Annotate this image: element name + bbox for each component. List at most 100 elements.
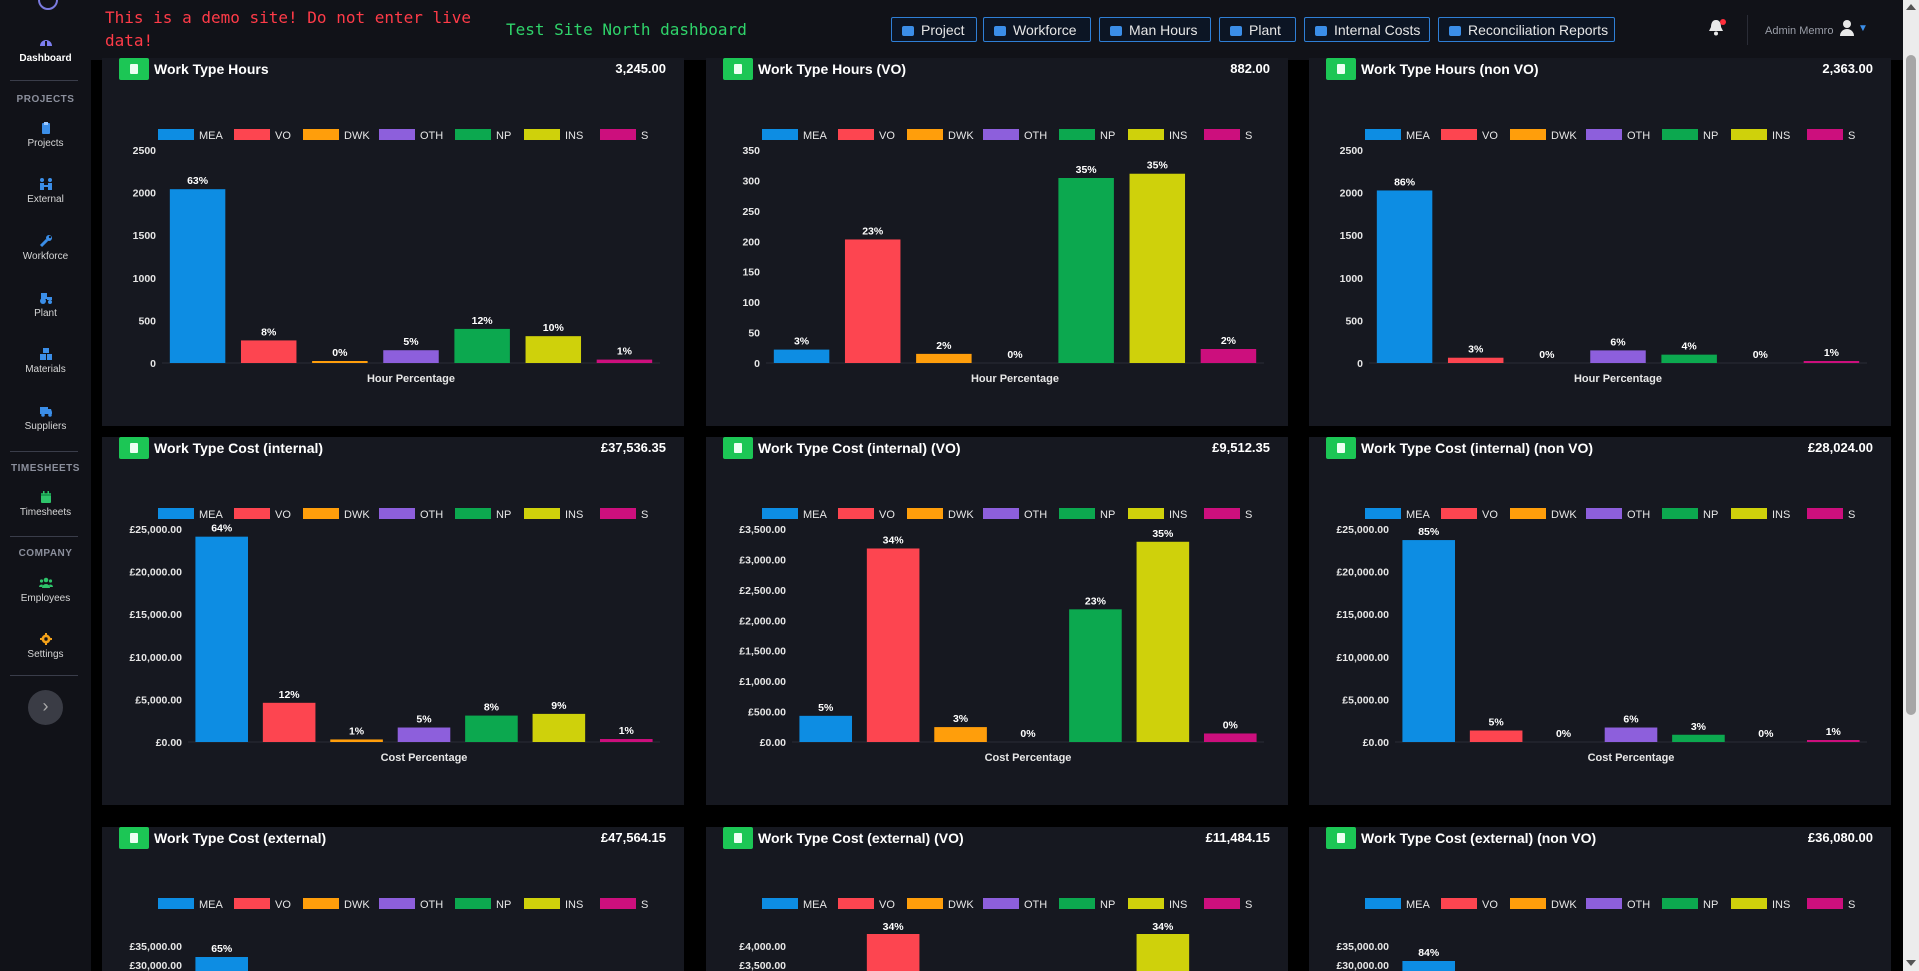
y-tick-label: £35,000.00 — [1336, 941, 1389, 953]
bar-mea — [169, 189, 226, 363]
bar-dwk — [312, 361, 368, 363]
y-tick-label: 0 — [150, 358, 156, 370]
scroll-up-arrow[interactable] — [1906, 4, 1916, 10]
legend-item: MEA — [762, 129, 828, 142]
sidebar-item-materials[interactable]: Materials — [0, 347, 91, 375]
bar-dwk — [916, 353, 972, 363]
chevron-right-icon: › — [42, 696, 49, 716]
card-total: £47,564.15 — [600, 830, 666, 845]
scroll-thumb[interactable] — [1906, 55, 1916, 715]
legend-swatch — [303, 508, 339, 519]
y-tick-label: 350 — [742, 145, 760, 157]
sidebar-item-workforce[interactable]: Workforce — [0, 234, 91, 262]
legend-label: OTH — [420, 130, 443, 142]
bell-icon[interactable] — [1708, 19, 1724, 37]
dashboard-title: Test Site North dashboard — [506, 20, 747, 39]
nav-button-reconciliation-reports[interactable]: Reconciliation Reports — [1438, 17, 1615, 42]
file-icon — [119, 58, 149, 80]
legend-swatch — [1586, 129, 1622, 140]
logo-icon[interactable] — [38, 0, 58, 10]
nav-button-workforce[interactable]: Workforce — [983, 17, 1091, 42]
nav-button-internal-costs[interactable]: Internal Costs — [1304, 17, 1430, 42]
user-name[interactable]: Admin Memro — [1765, 25, 1834, 37]
legend-item: DWK — [303, 129, 370, 142]
data-label: 1% — [1824, 347, 1840, 359]
chart-svg: MEA VO DWK OTH NP INS S £0.00 £500.00 £1,000.00 £1… — [739, 508, 1264, 764]
legend-item: MEA — [1365, 898, 1431, 911]
legend-label: DWK — [948, 130, 974, 142]
y-tick-label: £5,000.00 — [135, 694, 182, 706]
legend-label: VO — [879, 899, 895, 911]
sidebar-toggle-button[interactable]: › — [28, 690, 63, 725]
data-label: 35% — [1152, 528, 1174, 540]
chart-svg: MEA VO DWK OTH NP INS S £30,000.00 £35,000.00 84% — [1336, 898, 1855, 971]
data-label: 3% — [1468, 344, 1484, 356]
data-label: 1% — [619, 725, 635, 737]
bar-np — [454, 328, 510, 363]
file-icon — [1326, 437, 1356, 459]
chart-svg: MEA VO DWK OTH NP INS S £3,500.00 £4,000.00 34% 34… — [739, 898, 1252, 971]
y-tick-label: £25,000.00 — [129, 524, 182, 536]
chart-card: MEA VO DWK OTH NP INS S £0.00 £5,000.00 £10,000.0… — [1309, 437, 1891, 805]
caret-down-icon[interactable]: ▼ — [1858, 23, 1868, 34]
legend-swatch — [1510, 129, 1546, 140]
legend-item: INS — [1731, 898, 1790, 911]
nav-button-project[interactable]: Project — [891, 17, 977, 42]
legend-label: NP — [1100, 130, 1115, 142]
y-tick-label: 200 — [742, 236, 760, 248]
legend-swatch — [907, 508, 943, 519]
legend-label: DWK — [344, 130, 370, 142]
data-label: 84% — [1418, 947, 1440, 959]
legend-label: OTH — [1627, 130, 1650, 142]
data-label: 0% — [1758, 728, 1774, 740]
divider — [1747, 15, 1748, 45]
legend-item: S — [600, 129, 648, 142]
bar-np — [465, 715, 518, 742]
legend-swatch — [1807, 508, 1843, 519]
data-label: 65% — [211, 943, 233, 955]
sidebar-item-settings[interactable]: Settings — [0, 632, 91, 660]
sidebar-item-employees[interactable]: Employees — [0, 576, 91, 604]
legend-swatch — [455, 508, 491, 519]
scroll-down-arrow[interactable] — [1906, 960, 1916, 966]
legend-label: VO — [1482, 899, 1498, 911]
legend-swatch — [600, 898, 636, 909]
legend-swatch — [303, 129, 339, 140]
sidebar-item-timesheets[interactable]: Timesheets — [0, 490, 91, 518]
chart-svg: MEA VO DWK OTH NP INS S £0.00 £5,000.00 £10,000.0… — [1336, 508, 1867, 764]
legend-item: VO — [838, 508, 895, 521]
data-label: 0% — [1020, 728, 1036, 740]
bar-ins — [532, 713, 586, 742]
legend-label: S — [641, 509, 648, 521]
user-icon[interactable] — [1839, 19, 1855, 37]
legend-label: OTH — [1627, 509, 1650, 521]
legend-label: NP — [1100, 899, 1115, 911]
legend-item: INS — [524, 898, 583, 911]
legend-item: VO — [234, 129, 291, 142]
nav-button-man-hours[interactable]: Man Hours — [1099, 17, 1211, 42]
bar-np — [1069, 609, 1122, 742]
legend-swatch — [907, 129, 943, 140]
legend-item: INS — [1731, 508, 1790, 521]
nav-button-plant[interactable]: Plant — [1219, 17, 1296, 42]
bar-vo — [866, 934, 920, 971]
bar-vo — [866, 548, 920, 742]
legend-item: VO — [838, 898, 895, 911]
legend-swatch — [762, 898, 798, 909]
sidebar-item-external[interactable]: External — [0, 177, 91, 205]
legend-item: S — [1807, 508, 1855, 521]
legend-swatch — [600, 508, 636, 519]
data-label: 2% — [936, 340, 952, 352]
card-title: Work Type Cost (external) — [154, 830, 327, 846]
y-tick-label: £5,000.00 — [1342, 694, 1389, 706]
sidebar-item-suppliers[interactable]: Suppliers — [0, 404, 91, 432]
legend-item: DWK — [907, 898, 974, 911]
sidebar-item-plant[interactable]: Plant — [0, 291, 91, 319]
file-icon — [723, 437, 753, 459]
sidebar-item-projects[interactable]: Projects — [0, 121, 91, 149]
sidebar-item-dashboard[interactable]: Dashboard — [0, 36, 91, 64]
legend-swatch — [1662, 898, 1698, 909]
data-label: 64% — [211, 523, 233, 535]
wrench-icon — [39, 235, 52, 248]
bar-mea — [773, 349, 830, 363]
